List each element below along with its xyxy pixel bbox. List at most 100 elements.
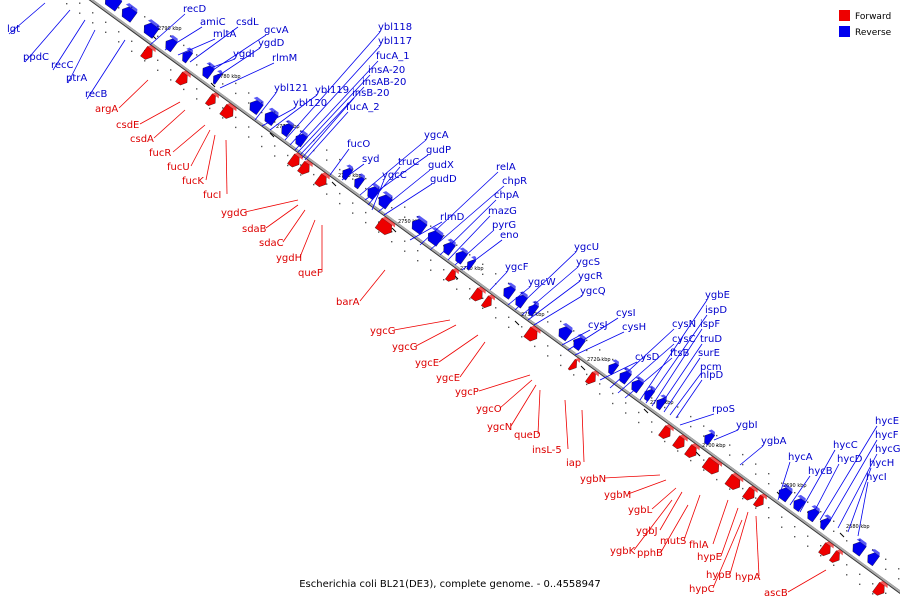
- gene-block: [354, 173, 365, 190]
- reverse-gene-label: recB: [85, 89, 108, 100]
- reverse-gene-label: fucO: [347, 139, 370, 150]
- reverse-gene-leader: [164, 26, 203, 51]
- reverse-gene-label: ftsB: [670, 348, 689, 359]
- legend-forward-swatch: [839, 10, 850, 21]
- gene-block: [724, 472, 744, 490]
- forward-gene-leader: [299, 219, 316, 258]
- reverse-gene-leader: [429, 185, 505, 251]
- reverse-gene-label: cysC: [672, 334, 696, 345]
- track-dot: [599, 393, 601, 395]
- track-dot: [573, 330, 575, 332]
- forward-gene-label: ygcN: [487, 422, 512, 433]
- reverse-gene-label: mazG: [488, 206, 517, 217]
- track-dot: [235, 126, 237, 129]
- track-dot: [170, 35, 172, 37]
- reverse-gene-label: ygcF: [505, 262, 529, 273]
- track-dot: [196, 64, 198, 66]
- track-dot: [560, 364, 562, 367]
- track-dot: [794, 492, 796, 494]
- legend: Forward Reverse: [839, 10, 892, 38]
- reverse-gene-leader: [507, 286, 531, 306]
- tick-mark: [331, 181, 337, 187]
- track-dot: [469, 298, 471, 300]
- reverse-gene-leader: [383, 183, 433, 216]
- forward-gene-label: ygcO: [476, 404, 502, 415]
- reverse-gene-label: ygdI: [233, 49, 255, 60]
- reverse-gene-leader: [669, 371, 703, 416]
- track-dot: [313, 173, 315, 176]
- track-dot: [430, 269, 432, 271]
- reverse-gene-leader: [67, 29, 96, 84]
- track-dot: [677, 416, 679, 418]
- track-dot: [586, 349, 588, 352]
- gene-block: [793, 494, 806, 512]
- forward-gene-leader: [478, 374, 531, 392]
- forward-gene-leader: [712, 499, 729, 545]
- forward-gene-leader: [499, 379, 533, 409]
- tick-label: 2720 kbp: [587, 357, 611, 363]
- track-dot: [599, 349, 601, 351]
- forward-gene-label: csdE: [116, 120, 139, 131]
- reverse-gene-leader: [359, 139, 427, 196]
- reverse-gene-leader: [533, 295, 583, 326]
- track-dot: [339, 158, 341, 161]
- track-dot: [599, 359, 601, 361]
- track-dot: [235, 116, 237, 119]
- gene-block: [443, 238, 456, 256]
- forward-gene-label: iap: [566, 458, 581, 469]
- tick-mark: [210, 82, 216, 88]
- tick-label: 2740 kbp: [460, 266, 484, 272]
- reverse-gene-label: ygbI: [736, 420, 758, 431]
- forward-gene-leader: [581, 409, 585, 463]
- track-dot: [157, 35, 159, 37]
- reverse-gene-label: pyrG: [492, 220, 516, 231]
- reverse-gene-label: hycC: [833, 440, 858, 451]
- reverse-gene-label: pcm: [700, 362, 722, 373]
- track-dot: [235, 92, 237, 95]
- reverse-gene-label: hycB: [808, 466, 833, 477]
- reverse-gene-leader: [819, 425, 878, 521]
- gene-block: [523, 325, 541, 342]
- track-dot: [651, 431, 653, 433]
- track-dot: [222, 73, 224, 75]
- track-dot: [443, 279, 445, 281]
- track-dot: [274, 121, 276, 123]
- reverse-gene-label: surE: [698, 348, 720, 359]
- reverse-gene-leader: [409, 221, 443, 241]
- reverse-gene-label: gcvA: [264, 25, 289, 36]
- track-dot: [456, 278, 458, 280]
- track-dot: [92, 22, 94, 24]
- track-dot: [105, 21, 107, 23]
- track-dot: [248, 136, 250, 138]
- track-dot: [690, 459, 692, 462]
- reverse-gene-label: hycH: [869, 458, 894, 469]
- gene-block: [684, 443, 700, 458]
- reverse-gene-label: ybl120: [293, 98, 327, 109]
- track-dot: [898, 568, 900, 570]
- forward-gene-label: ygbM: [604, 490, 631, 501]
- tick-label: 2780 kbp: [217, 74, 241, 80]
- reverse-gene-leader: [214, 47, 261, 79]
- track-dot: [118, 41, 120, 43]
- track-dot: [157, 59, 159, 61]
- gene-block: [644, 385, 655, 402]
- forward-gene-label: sdaC: [259, 238, 284, 249]
- backbone-line: [90, 0, 900, 593]
- forward-gene-leader: [139, 101, 181, 125]
- track-dot: [638, 421, 640, 424]
- track-dot: [417, 260, 419, 262]
- reverse-gene-leader: [294, 60, 379, 151]
- track-dot: [508, 326, 510, 328]
- reverse-gene-label: csdL: [236, 17, 259, 28]
- track-dot: [495, 307, 497, 309]
- track-dot: [326, 183, 328, 185]
- gene-block: [205, 92, 219, 106]
- reverse-gene-leader: [574, 331, 625, 356]
- reverse-gene-label: relA: [496, 162, 516, 173]
- track-dot: [885, 558, 887, 560]
- track-dot: [248, 92, 250, 94]
- forward-gene-label: hypA: [735, 572, 761, 583]
- track-dot: [118, 7, 120, 9]
- reverse-gene-label: hycG: [875, 444, 900, 455]
- reverse-gene-leader: [24, 9, 71, 63]
